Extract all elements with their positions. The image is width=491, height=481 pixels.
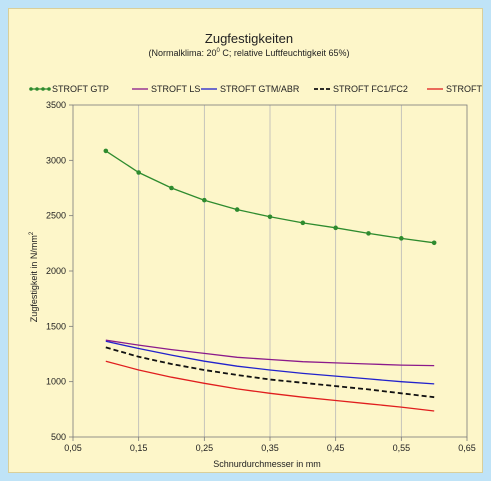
chart-svg: Zugfestigkeiten (Normalklima: 200 C; rel… (29, 31, 484, 469)
data-point (333, 225, 338, 231)
chart-subtitle: (Normalklima: 200 C; relative Luftfeucht… (149, 48, 350, 58)
series-line-1 (105, 339, 435, 367)
series-line-3 (105, 346, 435, 399)
series-line-2 (105, 340, 435, 385)
x-tick-label: 0,35 (261, 443, 279, 453)
data-point (103, 148, 109, 154)
y-tick-label: 2500 (46, 211, 66, 221)
y-tick-label: 500 (51, 432, 66, 442)
legend-label: STROFT GTM/ABR (220, 84, 300, 94)
data-point (399, 236, 404, 241)
legend-marker (41, 87, 45, 91)
y-tick-label: 3000 (46, 155, 66, 165)
y-tick-label: 1000 (46, 377, 66, 387)
legend-marker (35, 87, 39, 91)
legend-marker (47, 87, 51, 91)
data-point (267, 214, 273, 220)
data-point (202, 197, 207, 203)
x-tick-label: 0,45 (327, 443, 345, 453)
legend-marker (29, 87, 33, 91)
x-tick-label: 0,65 (458, 443, 476, 453)
y-axis-label: Zugfestigkeit in N/mm2 (29, 231, 39, 322)
chart-card: Zugfestigkeiten (Normalklima: 200 C; rel… (8, 8, 484, 473)
axes: 500 1000 1500 2000 2500 3000 3500 0,05 0,15 0,25 0… (46, 100, 476, 453)
data-point (234, 207, 240, 212)
data-point (169, 185, 174, 191)
y-tick-label: 1500 (46, 321, 66, 331)
series-line-4 (105, 360, 435, 412)
x-tick-label: 0,05 (64, 443, 82, 453)
data-point (366, 231, 371, 236)
series-group (103, 148, 437, 412)
legend-label: STROFT FC1/FC2 (333, 84, 408, 94)
chart-title: Zugfestigkeiten (205, 31, 293, 46)
legend-label: STROFT LS (151, 84, 200, 94)
data-point (300, 220, 306, 226)
legend-label: STROFT GTP (52, 84, 109, 94)
data-point (136, 170, 141, 175)
x-axis-label: Schnurdurchmesser in mm (213, 459, 321, 469)
y-tick-label: 2000 (46, 266, 66, 276)
x-tick-label: 0,25 (196, 443, 214, 453)
legend: STROFT GTP STROFT LS STROFT GTM/ABR STROFT … (29, 84, 484, 94)
x-tick-label: 0,55 (393, 443, 411, 453)
legend-label: STROFT color (446, 84, 484, 94)
data-point (431, 240, 437, 246)
x-tick-label: 0,15 (130, 443, 148, 453)
y-tick-label: 3500 (46, 100, 66, 110)
